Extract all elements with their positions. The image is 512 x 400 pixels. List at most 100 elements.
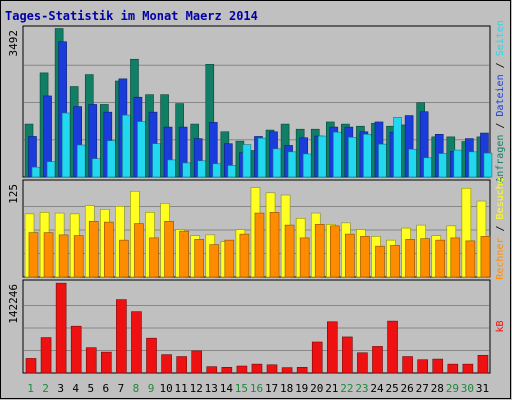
bar-kb-day-4 [70, 325, 82, 374]
x-label-day-26: 26 [401, 382, 414, 395]
bar-seiten-day-30 [468, 151, 478, 178]
bar-rechner-day-14 [224, 239, 235, 278]
bar-rechner-day-19 [299, 237, 310, 278]
bar-rechner-day-11 [179, 230, 189, 278]
right-label-part-top-0: Anfragen [495, 135, 506, 183]
bar-seiten-day-13 [212, 163, 222, 178]
chart-panels: 3492 Anfragen / Dateien / Seiten 125 Rechne… [7, 20, 506, 374]
bar-seiten-day-7 [122, 114, 131, 178]
bar-kb-day-30 [462, 363, 474, 374]
bar-seiten-day-16 [257, 137, 267, 178]
right-label-bottom: kB [495, 320, 506, 332]
panel-frame-bottom [22, 279, 491, 374]
bar-seiten-day-21 [332, 131, 342, 178]
bar-seiten-day-20 [317, 135, 327, 178]
bar-kb-day-22 [342, 336, 353, 374]
right-label-part-top-2: Dateien [495, 74, 506, 116]
right-label-part-bottom-0: kB [495, 320, 506, 332]
x-label-day-5: 5 [87, 382, 94, 395]
bar-seiten-day-9 [152, 143, 161, 178]
bar-rechner-day-20 [314, 224, 325, 278]
x-label-day-22: 22 [340, 382, 353, 395]
bar-rechner-day-5 [88, 221, 99, 278]
bar-rechner-day-2 [43, 232, 54, 278]
bar-rechner-day-7 [119, 239, 129, 278]
bar-seiten-day-17 [272, 148, 282, 178]
x-label-day-31: 31 [476, 382, 489, 395]
x-label-day-24: 24 [370, 382, 384, 395]
bar-rechner-day-23 [360, 236, 370, 278]
bar-kb-day-27 [417, 359, 428, 374]
right-label-part-middle-1: / [495, 219, 506, 237]
bar-kb-day-20 [311, 341, 323, 374]
bar-kb-day-17 [266, 364, 278, 374]
x-label-day-2: 2 [42, 382, 49, 395]
x-label-day-28: 28 [431, 382, 444, 395]
bar-seiten-day-6 [107, 140, 116, 178]
bar-rechner-day-30 [465, 240, 476, 278]
bar-rechner-day-24 [375, 245, 385, 278]
panel-top: 3492 Anfragen / Dateien / Seiten [7, 20, 506, 183]
bar-rechner-day-1 [28, 232, 39, 278]
bar-rechner-day-10 [164, 221, 174, 278]
right-label-middle: Rechner / Besuche [495, 177, 506, 279]
bar-seiten-day-26 [408, 148, 417, 178]
bar-seiten-day-31 [483, 152, 493, 178]
bar-rechner-day-12 [194, 239, 205, 278]
bar-rechner-day-6 [104, 221, 114, 278]
bar-kb-day-7 [116, 299, 127, 374]
x-label-day-30: 30 [461, 382, 474, 395]
bar-kb-day-10 [161, 354, 172, 374]
bar-rechner-day-13 [209, 244, 220, 278]
x-label-day-13: 13 [205, 382, 218, 395]
bar-kb-day-8 [131, 311, 142, 374]
x-label-day-27: 27 [416, 382, 429, 395]
x-label-day-3: 3 [57, 382, 64, 395]
panel-middle: 125 Rechner / Besuche [7, 177, 506, 279]
bar-seiten-day-22 [348, 137, 357, 178]
x-label-day-15: 15 [235, 382, 248, 395]
bar-rechner-day-16 [254, 212, 265, 278]
bar-kb-day-31 [477, 354, 489, 374]
x-label-day-12: 12 [190, 382, 203, 395]
bar-rechner-day-3 [58, 234, 69, 278]
bar-kb-day-5 [85, 347, 97, 374]
bar-kb-day-24 [372, 346, 383, 374]
right-label-part-top-3: / [495, 56, 506, 74]
bar-seiten-day-3 [61, 112, 71, 178]
x-label-day-29: 29 [446, 382, 459, 395]
x-label-day-8: 8 [133, 382, 140, 395]
bar-kb-day-11 [176, 356, 187, 374]
bar-seiten-day-29 [453, 149, 463, 178]
bar-seiten-day-15 [242, 144, 252, 178]
right-label-top: Anfragen / Dateien / Seiten [495, 20, 506, 183]
x-label-day-21: 21 [325, 382, 338, 395]
bar-kb-day-16 [251, 363, 263, 374]
bar-seiten-day-12 [197, 160, 207, 178]
bar-rechner-day-27 [420, 238, 430, 278]
bar-kb-day-1 [25, 358, 37, 374]
x-label-day-18: 18 [280, 382, 293, 395]
x-label-day-7: 7 [118, 382, 125, 395]
bar-rechner-day-17 [269, 212, 280, 278]
right-label-part-middle-0: Rechner [495, 238, 506, 280]
bar-rechner-day-28 [435, 239, 446, 278]
bar-seiten-day-14 [227, 165, 237, 178]
bar-seiten-day-24 [378, 143, 387, 178]
bar-kb-day-19 [296, 367, 308, 374]
bar-kb-day-6 [101, 351, 112, 374]
bar-seiten-day-4 [76, 144, 86, 178]
bar-kb-day-15 [236, 365, 248, 374]
panel-bottom: 142246 kB [7, 279, 506, 374]
right-label-part-middle-2: Besuche [495, 177, 506, 219]
bar-rechner-day-8 [134, 223, 144, 278]
bar-seiten-day-10 [167, 159, 176, 178]
bar-seiten-day-18 [287, 151, 297, 178]
bar-kb-day-21 [326, 321, 338, 374]
x-label-day-14: 14 [220, 382, 234, 395]
x-label-day-25: 25 [385, 382, 398, 395]
bar-rechner-day-26 [405, 239, 415, 278]
bar-kb-day-29 [447, 363, 459, 374]
